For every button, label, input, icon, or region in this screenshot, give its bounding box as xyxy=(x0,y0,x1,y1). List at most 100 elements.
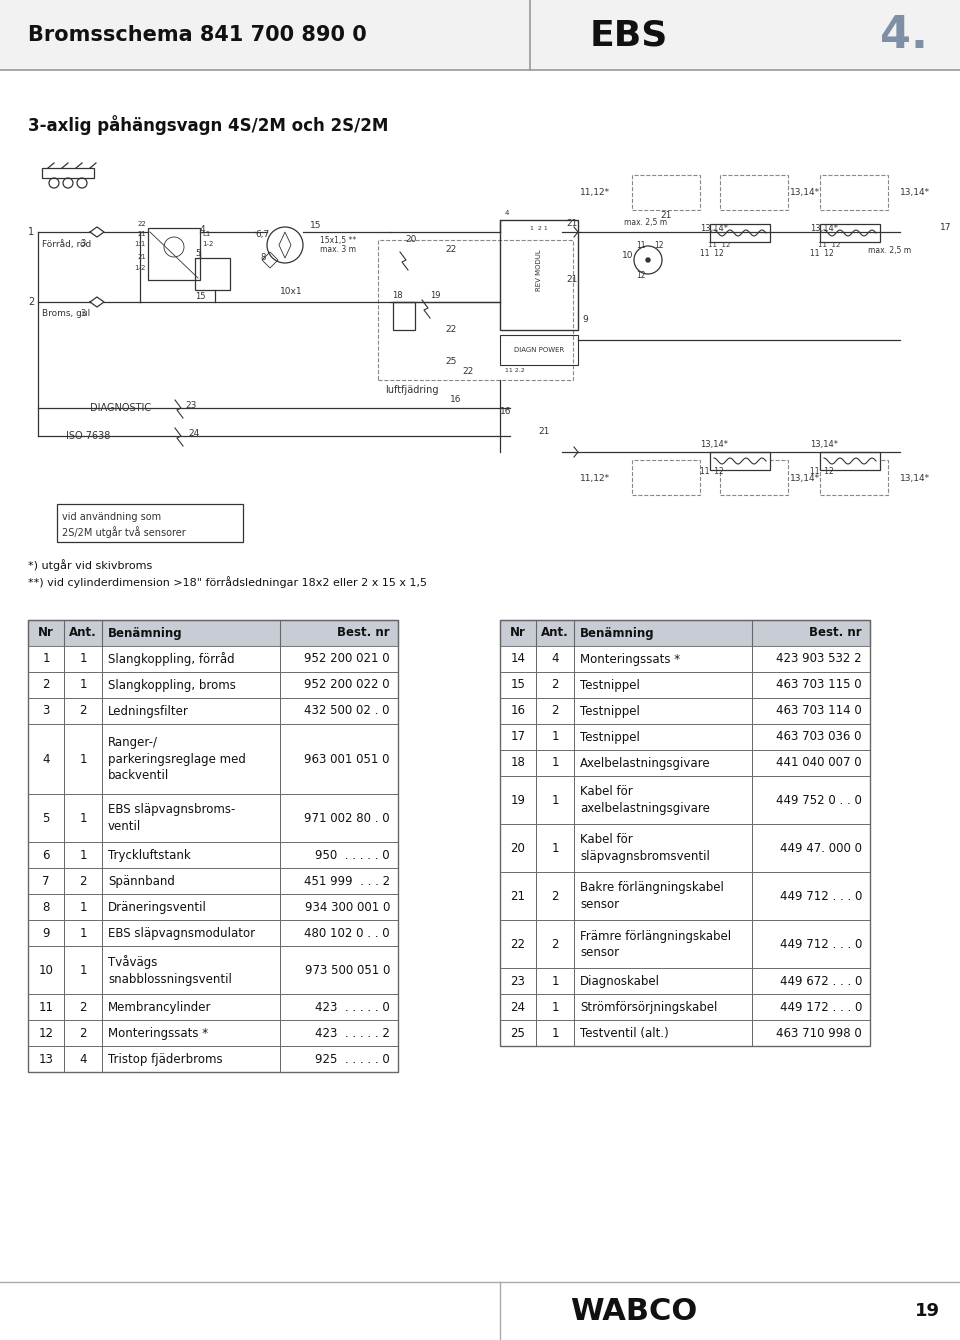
Bar xyxy=(500,776,870,824)
Text: 10: 10 xyxy=(622,251,634,260)
Text: 10x1: 10x1 xyxy=(280,287,302,296)
Text: 16: 16 xyxy=(511,705,525,717)
Text: 4: 4 xyxy=(200,225,205,234)
Text: 8: 8 xyxy=(42,900,50,914)
Text: 23: 23 xyxy=(511,976,525,988)
Text: 23: 23 xyxy=(185,401,197,410)
Text: 13,14*: 13,14* xyxy=(700,224,728,233)
Text: 20: 20 xyxy=(405,236,417,244)
Text: 2: 2 xyxy=(551,705,559,717)
Text: Benämning: Benämning xyxy=(580,627,655,639)
Bar xyxy=(820,176,888,210)
Text: WABCO: WABCO xyxy=(570,1297,697,1325)
Text: 1: 1 xyxy=(42,653,50,666)
Text: 2: 2 xyxy=(551,678,559,691)
Text: 441 040 007 0: 441 040 007 0 xyxy=(777,757,862,769)
Text: 25: 25 xyxy=(445,358,456,367)
Bar xyxy=(378,240,573,381)
Bar xyxy=(28,1047,398,1072)
Bar xyxy=(500,824,870,872)
Text: 451 999  . . . 2: 451 999 . . . 2 xyxy=(304,875,390,888)
Bar xyxy=(500,921,870,969)
Text: 10: 10 xyxy=(38,963,54,977)
Text: Best. nr: Best. nr xyxy=(809,627,862,639)
Text: 423  . . . . . 2: 423 . . . . . 2 xyxy=(315,1026,390,1040)
Text: 19: 19 xyxy=(511,793,525,807)
Text: 1: 1 xyxy=(551,842,559,855)
Text: 12: 12 xyxy=(654,240,663,249)
Text: EBS släpvagnsmodulator: EBS släpvagnsmodulator xyxy=(108,927,255,939)
Text: 24: 24 xyxy=(511,1001,525,1014)
Bar xyxy=(500,994,870,1020)
Text: 4: 4 xyxy=(505,210,510,216)
Text: 2S/2M utgår två sensorer: 2S/2M utgår två sensorer xyxy=(62,527,185,537)
Text: 973 500 051 0: 973 500 051 0 xyxy=(304,963,390,977)
Text: 1: 1 xyxy=(551,976,559,988)
Text: luftfjädring: luftfjädring xyxy=(385,385,439,395)
Text: 17: 17 xyxy=(940,224,951,233)
Text: 952 200 021 0: 952 200 021 0 xyxy=(304,653,390,666)
Text: 463 710 998 0: 463 710 998 0 xyxy=(777,1026,862,1040)
Bar xyxy=(710,224,770,243)
Bar xyxy=(393,302,415,330)
Bar xyxy=(710,452,770,470)
Text: 16: 16 xyxy=(500,407,512,417)
Text: 423  . . . . . 0: 423 . . . . . 0 xyxy=(315,1001,390,1014)
Text: 11: 11 xyxy=(38,1001,54,1014)
Text: EBS: EBS xyxy=(590,17,668,52)
Text: 1: 1 xyxy=(551,793,559,807)
Bar xyxy=(500,724,870,750)
Text: Tristop fjäderbroms: Tristop fjäderbroms xyxy=(108,1053,223,1065)
Text: Spännband: Spännband xyxy=(108,875,175,888)
Text: vid användning som: vid användning som xyxy=(62,512,161,523)
Text: 21: 21 xyxy=(137,255,146,260)
Text: 11  12: 11 12 xyxy=(708,243,731,248)
Bar xyxy=(28,868,398,894)
Bar xyxy=(720,176,788,210)
Text: 449 712 . . . 0: 449 712 . . . 0 xyxy=(780,938,862,951)
Text: *) utgår vid skivbroms: *) utgår vid skivbroms xyxy=(28,559,153,571)
Bar xyxy=(28,698,398,724)
Text: 21: 21 xyxy=(511,890,525,903)
Text: Bromsschema 841 700 890 0: Bromsschema 841 700 890 0 xyxy=(28,25,367,46)
Text: 1: 1 xyxy=(80,678,86,691)
Text: 4: 4 xyxy=(42,753,50,765)
Text: 1: 1 xyxy=(80,753,86,765)
Text: 1: 1 xyxy=(80,848,86,862)
Bar xyxy=(500,750,870,776)
Text: 463 703 036 0: 463 703 036 0 xyxy=(777,730,862,744)
Text: 11  12: 11 12 xyxy=(810,249,833,259)
Bar xyxy=(28,724,398,795)
Text: 1: 1 xyxy=(80,927,86,939)
Text: 13,14*: 13,14* xyxy=(810,224,838,233)
Text: 925  . . . . . 0: 925 . . . . . 0 xyxy=(315,1053,390,1065)
Text: max. 2,5 m: max. 2,5 m xyxy=(868,245,911,255)
Text: Tvåvägs
snabblossningsventil: Tvåvägs snabblossningsventil xyxy=(108,955,232,986)
Text: 12: 12 xyxy=(636,272,645,280)
Text: 17: 17 xyxy=(511,730,525,744)
Bar xyxy=(820,452,880,470)
Text: 22: 22 xyxy=(445,245,456,255)
Text: 22: 22 xyxy=(511,938,525,951)
Text: Testventil (alt.): Testventil (alt.) xyxy=(580,1026,669,1040)
Text: Monteringssats *: Monteringssats * xyxy=(580,653,680,666)
Text: 3: 3 xyxy=(80,310,85,319)
Text: 2: 2 xyxy=(551,938,559,951)
Text: 2: 2 xyxy=(28,297,35,307)
Text: DIAGN POWER: DIAGN POWER xyxy=(514,347,564,352)
Bar xyxy=(500,220,578,330)
Text: Testnippel: Testnippel xyxy=(580,678,640,691)
Text: 2: 2 xyxy=(80,705,86,717)
Text: Strömförsörjningskabel: Strömförsörjningskabel xyxy=(580,1001,717,1014)
Text: Testnippel: Testnippel xyxy=(580,730,640,744)
Text: 449 172 . . . 0: 449 172 . . . 0 xyxy=(780,1001,862,1014)
Text: 15: 15 xyxy=(310,221,322,229)
Text: 12: 12 xyxy=(38,1026,54,1040)
Text: 480 102 0 . . 0: 480 102 0 . . 0 xyxy=(304,927,390,939)
Text: REV MODUL: REV MODUL xyxy=(536,249,542,291)
Text: 18: 18 xyxy=(511,757,525,769)
Text: Slangkoppling, broms: Slangkoppling, broms xyxy=(108,678,236,691)
Text: Nr: Nr xyxy=(38,627,54,639)
Text: 13,14*: 13,14* xyxy=(790,188,820,197)
Text: 21: 21 xyxy=(566,276,577,284)
